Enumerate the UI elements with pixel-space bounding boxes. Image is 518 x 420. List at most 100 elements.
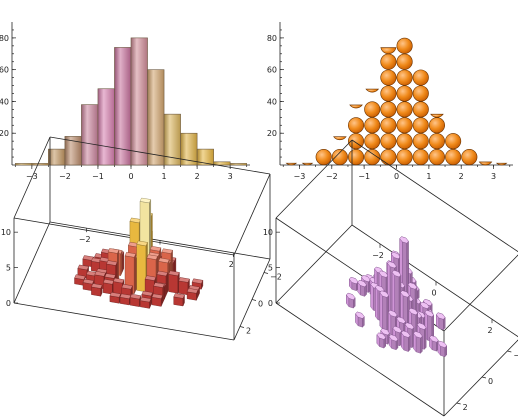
x-tick-label: 0	[128, 172, 133, 181]
count-disk	[396, 101, 413, 118]
cuboid-top-face	[121, 283, 133, 290]
cuboid-top-face	[139, 296, 152, 303]
y-tick-label: 0	[488, 377, 493, 386]
bounding-box-edge	[443, 339, 518, 417]
z-tick-label: 0	[6, 299, 11, 308]
histogram-cuboid	[119, 293, 132, 306]
cuboid-front-face	[168, 274, 179, 294]
prism-top-face	[349, 276, 359, 285]
cuboid-top-face	[109, 292, 121, 298]
count-disk	[348, 149, 365, 166]
partial-count-disk	[430, 113, 444, 118]
partial-count-disk	[285, 162, 298, 166]
histogram-cuboid	[124, 252, 137, 295]
count-disk	[412, 69, 429, 86]
count-disk	[412, 117, 429, 134]
count-disk	[396, 85, 413, 102]
prism-top-face	[423, 298, 433, 307]
histogram-cuboid	[91, 283, 103, 297]
prism-top-face	[387, 261, 397, 269]
count-disk	[348, 117, 365, 134]
prism-side-face	[370, 283, 374, 311]
histogram-chart: −3 −2 −1 0 1 2 3 20 40 60 80	[0, 22, 250, 181]
prism-top-face	[380, 328, 390, 336]
histogram-bar	[81, 104, 99, 166]
cuboid-top-face	[112, 277, 125, 284]
count-disk	[412, 149, 429, 166]
y-tick-mark	[239, 326, 245, 328]
histogram-prism	[379, 290, 389, 332]
bounding-box-edge	[233, 173, 271, 256]
cuboid-front-face	[178, 280, 189, 296]
cuboid-top-face	[191, 278, 204, 284]
y-tick-mark	[507, 350, 512, 353]
count-disk	[412, 133, 429, 150]
cuboid-top-face	[124, 252, 137, 258]
x-tick-label: 2	[229, 260, 234, 269]
x-tick-label: 1	[426, 172, 431, 181]
prism-top-face	[346, 292, 356, 300]
bounding-box-edge	[443, 254, 518, 332]
bounding-box-edge	[351, 139, 518, 253]
prism-top-face	[388, 310, 398, 318]
prism-top-face	[437, 340, 447, 348]
x-tick-label: 1	[162, 172, 167, 181]
cuboid-top-face	[173, 293, 185, 299]
partial-count-disk	[333, 136, 347, 141]
cuboid-top-face	[77, 264, 89, 271]
y-tick-label: 2	[246, 327, 251, 336]
count-disk	[428, 133, 445, 150]
cuboid-top-face	[139, 197, 152, 204]
bounding-box-edge	[13, 302, 235, 341]
histogram-bar	[48, 148, 66, 166]
count-disk	[380, 53, 397, 70]
prism-side-face	[388, 311, 392, 336]
cuboid-top-face	[129, 293, 142, 300]
prism-side-face	[403, 335, 409, 352]
cuboid-top-face	[153, 282, 165, 288]
cuboid-top-face	[156, 270, 168, 277]
histogram-cuboid	[173, 293, 185, 307]
histogram-bar	[31, 163, 49, 166]
cuboid-top-face	[91, 283, 103, 289]
y-tick-label: 20	[0, 129, 9, 138]
count-disk	[396, 149, 413, 166]
count-disk	[428, 117, 445, 134]
count-disk	[396, 69, 413, 86]
cuboid-front-face	[102, 282, 113, 295]
prism-top-face	[357, 279, 367, 288]
count-disk	[364, 133, 381, 150]
histogram-bar	[97, 88, 115, 166]
prism-side-face	[424, 327, 427, 350]
y-tick-label: 60	[267, 66, 277, 75]
prism-top-face	[404, 322, 415, 330]
prism-top-face	[388, 334, 399, 342]
histogram-prism	[413, 330, 423, 354]
count-disk	[380, 149, 397, 166]
cuboid-side-face	[120, 250, 123, 276]
prism-side-face	[360, 285, 365, 297]
cuboid-side-face	[165, 272, 168, 296]
y-tick-label: 40	[0, 97, 9, 106]
histogram-bar	[15, 163, 33, 166]
y-tick-label: 2	[463, 403, 468, 412]
bounding-box-edge	[49, 136, 271, 175]
count-disk	[380, 133, 397, 150]
z-tick-label: 5	[268, 264, 273, 273]
prism-side-face	[357, 316, 363, 328]
x-tick-label: 3	[228, 172, 233, 181]
count-disk	[445, 149, 462, 166]
histogram-cuboid	[129, 293, 142, 307]
cuboid-side-face	[117, 249, 120, 284]
histogram-prism	[355, 311, 365, 328]
histogram-bar	[196, 148, 214, 166]
histogram-cuboid	[82, 255, 94, 268]
count-disk	[380, 101, 397, 118]
prism-top-face	[379, 290, 389, 298]
count-disk	[315, 149, 332, 166]
histogram-prism	[388, 334, 399, 351]
prism-side-face	[440, 345, 446, 358]
count-disk	[461, 149, 478, 166]
y-tick-label: 60	[0, 66, 9, 75]
